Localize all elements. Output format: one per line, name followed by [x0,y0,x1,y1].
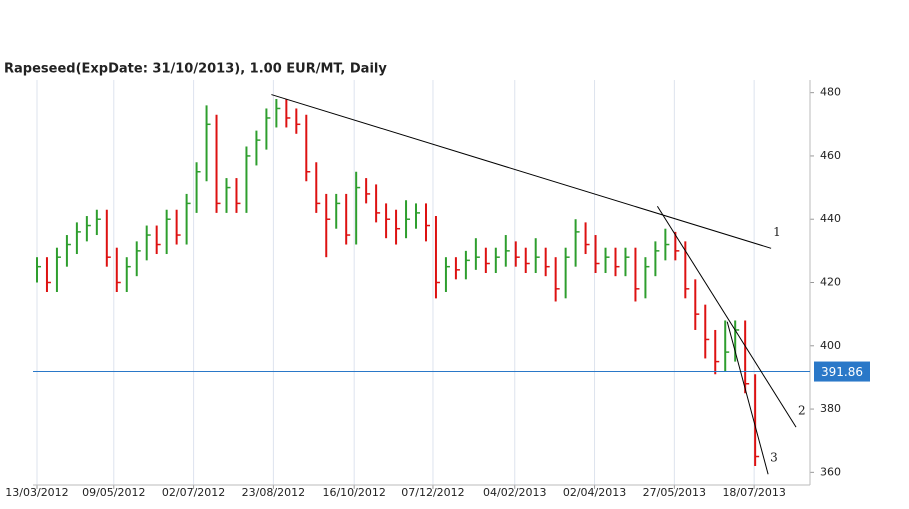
x-tick-label: 02/07/2012 [162,486,225,499]
x-tick-label: 18/07/2013 [722,486,785,499]
trendline-label: 3 [770,451,778,465]
x-tick-label: 02/04/2013 [563,486,626,499]
y-tick-label: 460 [820,149,841,162]
y-tick-label: 420 [820,276,841,289]
trendline-label: 2 [798,404,806,418]
trendline-label: 1 [773,225,781,239]
x-tick-label: 13/03/2012 [5,486,68,499]
y-tick-label: 480 [820,86,841,99]
x-tick-label: 16/10/2012 [322,486,385,499]
trendline [656,205,797,428]
y-tick-label: 380 [820,402,841,415]
x-tick-label: 07/12/2012 [401,486,464,499]
trendline [271,94,772,249]
trendline [726,321,769,475]
x-tick-label: 27/05/2013 [643,486,706,499]
price-label-box [814,361,870,382]
x-tick-label: 23/08/2012 [242,486,305,499]
x-tick-label: 09/05/2012 [82,486,145,499]
y-tick-label: 360 [820,465,841,478]
chart-title: Rapeseed(ExpDate: 31/10/2013), 1.00 EUR/… [4,62,387,77]
y-tick-label: 400 [820,339,841,352]
price-label: 391.86 [821,365,863,379]
x-tick-label: 04/02/2013 [483,486,546,499]
y-tick-label: 440 [820,212,841,225]
